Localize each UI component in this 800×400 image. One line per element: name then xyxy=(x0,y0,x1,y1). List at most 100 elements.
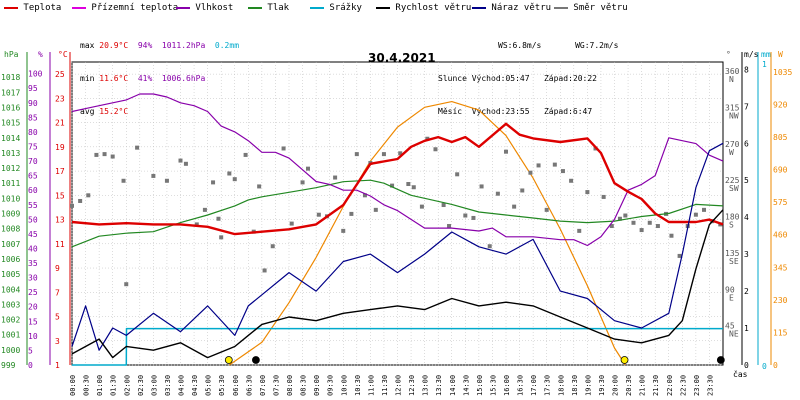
wind-direction-point xyxy=(349,211,354,216)
wind-direction-point xyxy=(552,162,557,167)
direction-tick-label: 135 xyxy=(725,249,740,258)
pressure-unit-label: hPa xyxy=(4,50,19,59)
solar-tick-label: 115 xyxy=(773,328,788,337)
wind-direction-point xyxy=(647,220,652,225)
temperature-series-line xyxy=(71,122,724,236)
direction-tick-label: 180 xyxy=(725,213,740,222)
humidity-tick-label: 35 xyxy=(28,259,38,268)
direction-tick-label: SE xyxy=(729,257,739,266)
wind-direction-point xyxy=(219,235,224,240)
time-tick-label: 09:00 xyxy=(313,375,321,396)
time-tick-label: 14:30 xyxy=(462,375,470,396)
legend-item-rain: Srážky xyxy=(310,3,362,13)
wind-direction-point xyxy=(419,204,424,209)
time-tick-label: 22:00 xyxy=(666,375,674,396)
solar-tick-label: 230 xyxy=(773,296,788,305)
time-tick-label: 20:30 xyxy=(625,375,633,396)
wind-direction-point xyxy=(536,163,541,168)
wind-direction-point xyxy=(110,154,115,159)
wind-direction-point xyxy=(398,151,403,156)
wind-tick-label: 5 xyxy=(744,176,749,185)
pressure-tick-label: 1001 xyxy=(1,331,20,340)
solar-tick-label: 460 xyxy=(773,231,788,240)
time-tick-label: 00:00 xyxy=(69,375,77,396)
temperature-tick-label: 25 xyxy=(55,70,65,79)
wind-direction-point xyxy=(362,193,367,198)
direction-tick-label: 90 xyxy=(725,285,735,294)
temperature-tick-label: 5 xyxy=(55,313,60,322)
time-tick-label: 07:30 xyxy=(272,375,280,396)
wind-direction-point xyxy=(479,184,484,189)
time-tick-label: 05:30 xyxy=(218,375,226,396)
wind-direction-point xyxy=(693,212,698,217)
time-tick-label: 13:00 xyxy=(422,375,430,396)
wind-direction-point xyxy=(471,215,476,220)
stats-block: max 20.9°C 94% 1011.2hPa 0.2mm min 11.6°… xyxy=(80,18,239,139)
wind-direction-point xyxy=(631,220,636,225)
stats-min-row: min 11.6°C 41% 1006.6hPa xyxy=(80,74,206,83)
wind-direction-point xyxy=(512,204,517,209)
solar-tick-label: 690 xyxy=(773,166,788,175)
humidity-tick-label: 85 xyxy=(28,113,38,122)
rain-tick-label: 1 xyxy=(762,60,767,69)
humidity-tick-label: 60 xyxy=(28,186,38,195)
direction-tick-label: 45 xyxy=(725,322,735,331)
pressure-series-line xyxy=(71,179,724,248)
temperature-tick-label: 1 xyxy=(55,361,60,370)
rain-series-line xyxy=(72,327,723,366)
temperature-tick-label: 17 xyxy=(55,167,65,176)
wind-direction-point xyxy=(504,149,508,154)
wind-direction-point xyxy=(316,212,321,217)
pressure-tick-label: 1017 xyxy=(1,88,20,97)
pressure-tick-label: 1018 xyxy=(1,73,20,82)
wind-direction-point xyxy=(669,233,674,238)
stats-max-row: max 20.9°C 94% 1011.2hPa 0.2mm xyxy=(80,41,240,50)
wind-direction-point xyxy=(411,185,416,190)
direction-tick-label: SW xyxy=(729,184,739,193)
temperature-tick-label: 11 xyxy=(55,240,65,249)
wind-direction-point xyxy=(102,152,107,157)
wind-direction-point xyxy=(341,228,346,233)
humidity-tick-label: 20 xyxy=(28,303,38,312)
wind-direction-point xyxy=(70,203,74,208)
wind-direction-point xyxy=(354,152,359,157)
time-tick-label: 23:30 xyxy=(706,375,714,396)
time-tick-label: 17:30 xyxy=(544,375,552,396)
temperature-tick-label: 19 xyxy=(55,143,65,152)
solar-tick-label: 920 xyxy=(773,100,788,109)
wind-direction-point xyxy=(433,147,438,152)
temperature-tick-label: 3 xyxy=(55,337,60,346)
wind-direction-point xyxy=(305,166,310,171)
wind-direction-point xyxy=(300,180,305,185)
time-tick-label: 08:30 xyxy=(300,375,308,396)
wind-tick-label: 1 xyxy=(744,324,749,333)
humidity-series-line xyxy=(71,93,724,247)
solar-tick-label: 575 xyxy=(773,198,788,207)
time-tick-label: 18:30 xyxy=(571,375,579,396)
wind-direction-point xyxy=(702,207,707,212)
wind-direction-point xyxy=(227,171,232,176)
wind-direction-point xyxy=(381,152,386,157)
wind-tick-label: 3 xyxy=(744,250,749,259)
time-tick-label: 16:30 xyxy=(517,375,525,396)
time-tick-label: 16:00 xyxy=(503,375,511,396)
pressure-tick-label: 1011 xyxy=(1,179,20,188)
solar-series-line xyxy=(228,100,626,366)
temperature-tick-label: 15 xyxy=(55,191,65,200)
wind-gust-series-line xyxy=(71,142,724,351)
pressure-tick-label: 1002 xyxy=(1,316,20,325)
wind-direction-point xyxy=(601,194,606,199)
pressure-tick-label: 1013 xyxy=(1,149,20,158)
wind-direction-point xyxy=(124,282,129,287)
humidity-tick-label: 55 xyxy=(28,201,38,210)
sunset-marker xyxy=(620,356,629,364)
temperature-tick-label: 9 xyxy=(55,264,60,273)
wind-tick-label: 6 xyxy=(744,139,749,148)
pressure-tick-label: 1016 xyxy=(1,103,20,112)
solar-tick-label: 1035 xyxy=(773,68,792,77)
stats-avg-row: avg 15.2°C xyxy=(80,107,129,116)
time-tick-label: 22:30 xyxy=(679,375,687,396)
wind-direction-point xyxy=(289,221,294,226)
pressure-tick-label: 1004 xyxy=(1,285,20,294)
